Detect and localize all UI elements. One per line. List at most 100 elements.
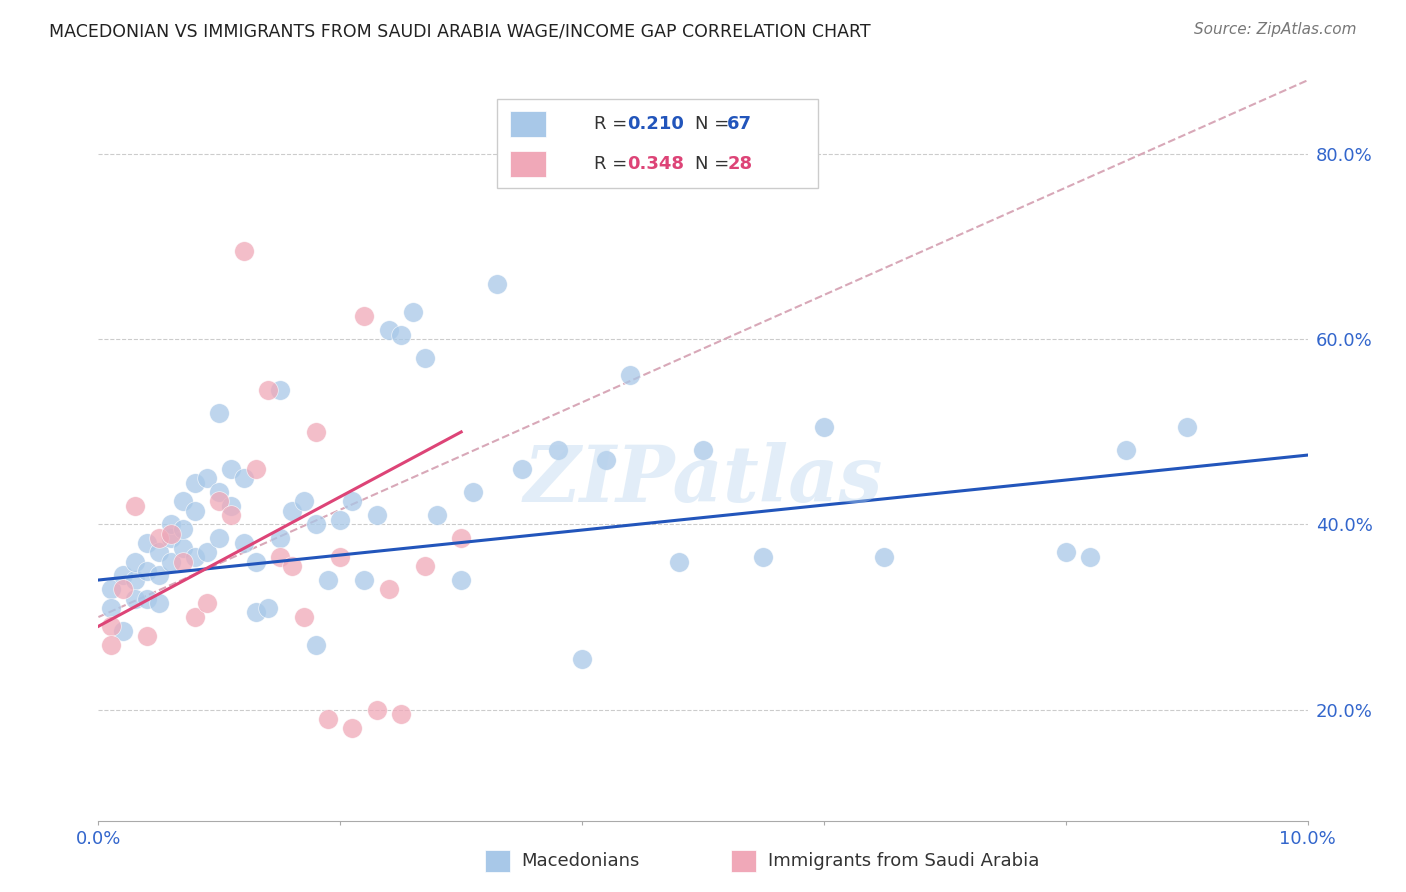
Point (195, 596, 218, 610)
Text: R =: R = (595, 154, 633, 172)
Point (269, 549, 291, 564)
Point (221, 508, 243, 523)
Point (184, 503, 207, 517)
Point (366, 703, 388, 717)
Point (316, 573, 339, 587)
Point (135, 564, 157, 578)
Point (208, 407, 231, 421)
Point (172, 494, 194, 508)
Text: MACEDONIAN VS IMMIGRANTS FROM SAUDI ARABIA WAGE/INCOME GAP CORRELATION CHART: MACEDONIAN VS IMMIGRANTS FROM SAUDI ARAB… (49, 22, 870, 40)
Point (281, 559, 304, 574)
Point (148, 545, 170, 559)
Point (100, 638, 122, 652)
Text: Macedonians: Macedonians (522, 852, 640, 871)
Point (195, 471, 218, 485)
Point (100, 619, 122, 633)
Point (1078, 549, 1101, 564)
Point (148, 596, 170, 610)
Text: 28: 28 (727, 154, 752, 172)
FancyBboxPatch shape (509, 151, 546, 177)
Point (692, 443, 714, 458)
Point (510, 462, 533, 476)
Text: Immigrants from Saudi Arabia: Immigrants from Saudi Arabia (768, 852, 1039, 871)
Text: 0.348: 0.348 (627, 154, 683, 172)
Point (135, 628, 157, 642)
Point (160, 517, 183, 532)
Point (232, 536, 254, 550)
Point (111, 582, 134, 597)
Point (232, 244, 254, 259)
Point (329, 513, 352, 527)
Point (389, 327, 412, 342)
Text: R =: R = (595, 115, 633, 133)
Point (124, 591, 146, 606)
Text: Source: ZipAtlas.com: Source: ZipAtlas.com (1194, 22, 1357, 37)
Point (256, 600, 278, 615)
Point (353, 310, 375, 324)
Point (342, 494, 364, 508)
Point (281, 503, 304, 517)
Point (148, 532, 170, 546)
Point (813, 420, 835, 434)
Point (269, 532, 291, 546)
Point (752, 549, 775, 564)
Point (124, 555, 146, 569)
Text: N =: N = (695, 154, 734, 172)
Point (208, 532, 231, 546)
Point (160, 532, 183, 546)
Point (184, 610, 207, 624)
Point (292, 494, 315, 508)
Point (413, 351, 436, 365)
Point (208, 485, 231, 500)
Point (305, 517, 328, 532)
Point (873, 549, 896, 564)
Point (245, 555, 267, 569)
Point (245, 606, 267, 620)
Text: 67: 67 (727, 115, 752, 133)
Point (135, 536, 157, 550)
Point (366, 508, 388, 523)
Point (256, 384, 278, 398)
Point (571, 651, 593, 665)
Point (172, 541, 194, 555)
Point (377, 323, 399, 337)
Point (221, 499, 243, 513)
FancyBboxPatch shape (509, 112, 546, 137)
Point (450, 573, 472, 587)
Text: N =: N = (695, 115, 734, 133)
Point (269, 384, 291, 398)
Point (111, 568, 134, 582)
Point (232, 471, 254, 485)
Point (124, 573, 146, 587)
Point (486, 277, 509, 291)
Point (245, 462, 267, 476)
Point (1054, 545, 1077, 559)
Point (1175, 420, 1198, 434)
Point (172, 522, 194, 536)
Point (124, 499, 146, 513)
Point (547, 443, 569, 458)
Point (402, 304, 425, 318)
Point (184, 475, 207, 490)
Point (135, 591, 157, 606)
FancyBboxPatch shape (498, 99, 818, 187)
Text: ZIPatlas: ZIPatlas (523, 442, 883, 518)
Point (221, 462, 243, 476)
Point (413, 559, 436, 574)
Point (595, 452, 617, 467)
Point (100, 582, 122, 597)
Point (305, 638, 328, 652)
Point (353, 573, 375, 587)
Point (160, 555, 183, 569)
Point (450, 532, 472, 546)
Point (426, 508, 449, 523)
Point (329, 549, 352, 564)
Point (463, 485, 485, 500)
Point (100, 600, 122, 615)
Point (195, 545, 218, 559)
Point (342, 721, 364, 735)
Point (1115, 443, 1137, 458)
Point (377, 582, 399, 597)
Point (389, 707, 412, 722)
Point (668, 555, 690, 569)
